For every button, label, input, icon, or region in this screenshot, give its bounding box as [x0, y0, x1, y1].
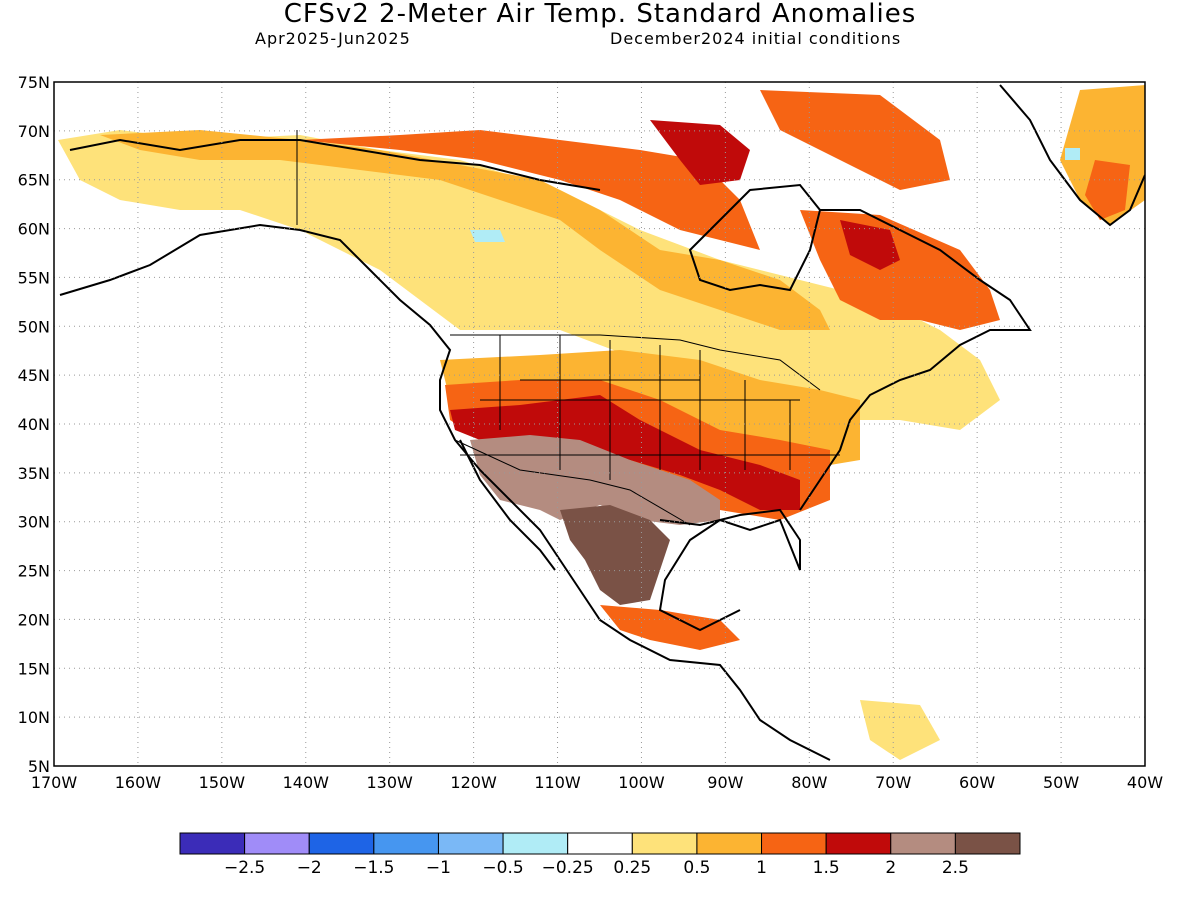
colorbar-swatch	[890, 832, 956, 855]
lon-tick-label: 130W	[367, 773, 414, 792]
colorbar-label: −2.5	[224, 858, 265, 878]
anomaly-region	[650, 120, 750, 185]
lon-tick-label: 140W	[283, 773, 330, 792]
colorbar-swatch	[761, 832, 827, 855]
colorbar-label: 2	[885, 858, 896, 878]
anomaly-region	[470, 230, 505, 242]
lon-tick-label: 120W	[450, 773, 497, 792]
anomaly-region	[300, 130, 760, 250]
lat-tick-label: 70N	[18, 122, 50, 141]
colorbar-swatch	[696, 832, 763, 855]
lat-tick-label: 60N	[18, 220, 50, 239]
anomaly-region	[450, 395, 800, 510]
anomaly-region	[840, 220, 900, 270]
anomaly-region	[560, 505, 670, 605]
colorbar-label: −0.5	[482, 858, 523, 878]
grid	[54, 82, 1145, 766]
colorbar-swatch	[179, 832, 246, 855]
lon-tick-label: 170W	[31, 773, 78, 792]
us-mexico-border	[454, 439, 691, 526]
anomaly-region	[600, 605, 740, 650]
lon-tick-label: 70W	[875, 773, 911, 792]
lon-tick-label: 60W	[959, 773, 995, 792]
arctic-coast	[69, 138, 601, 191]
colorbar-swatch	[954, 832, 1021, 855]
anomaly-region	[100, 130, 830, 330]
lat-tick-label: 45N	[18, 366, 50, 385]
colorbar-swatch	[308, 832, 375, 855]
lon-tick-label: 160W	[115, 773, 162, 792]
lat-tick-label: 15N	[18, 659, 50, 678]
greenland-coast	[999, 84, 1145, 227]
initial-conditions: December2024 initial conditions	[610, 29, 902, 48]
lon-tick-label: 150W	[199, 773, 246, 792]
anomaly-region	[1065, 148, 1080, 160]
map-frame	[53, 81, 1146, 767]
anomaly-region	[58, 130, 1000, 430]
colorbar-label: −1.5	[353, 858, 394, 878]
map-title: CFSv2 2-Meter Air Temp. Standard Anomali…	[283, 0, 917, 29]
colorbar-label: 1.5	[813, 858, 840, 878]
lat-tick-label: 40N	[18, 415, 50, 434]
lat-tick-label: 55N	[18, 268, 50, 287]
colorbar-label: −2	[297, 858, 322, 878]
anomaly-region	[760, 90, 950, 190]
lat-tick-label: 65N	[18, 171, 50, 190]
anomaly-region	[1085, 160, 1130, 220]
us-canada-border	[450, 334, 821, 391]
lat-tick-label: 75N	[18, 73, 50, 92]
colorbar-label: 2.5	[942, 858, 969, 878]
lat-tick-label: 5N	[28, 757, 50, 776]
lon-tick-label: 50W	[1043, 773, 1079, 792]
lat-tick-label: 30N	[18, 513, 50, 532]
state-lines	[460, 335, 840, 480]
colorbar-swatch	[631, 832, 698, 855]
lat-tick-label: 10N	[18, 708, 50, 727]
lon-tick-label: 40W	[1127, 773, 1163, 792]
anomaly-shading	[58, 85, 1145, 760]
baja-california	[459, 439, 556, 571]
anomaly-region	[470, 435, 720, 525]
lon-tick-label: 80W	[791, 773, 827, 792]
lat-tick-label: 35N	[18, 464, 50, 483]
colorbar-label: −0.25	[542, 858, 594, 878]
colorbar-swatch	[502, 832, 569, 855]
lat-tick-label: 50N	[18, 317, 50, 336]
lat-tick-label: 20N	[18, 610, 50, 629]
anomaly-region	[860, 700, 940, 760]
colorbar-label: −1	[426, 858, 451, 878]
east-coastline	[799, 209, 1032, 511]
axis-ticks: 75N 70N 65N 60N 55N 50N 45N 40N 35N 30N 25N 20N 15N 1…	[18, 73, 1164, 792]
gulf-coastline	[658, 508, 801, 632]
colorbar-swatch	[825, 832, 892, 855]
lon-tick-label: 90W	[707, 773, 743, 792]
colorbar-label: 1	[756, 858, 767, 878]
colorbar-swatch	[567, 832, 633, 855]
hudson-bay	[688, 183, 822, 292]
coastlines	[59, 84, 1145, 761]
borders	[296, 130, 840, 526]
forecast-period: Apr2025-Jun2025	[255, 29, 411, 48]
colorbar-swatch	[437, 832, 504, 855]
lon-tick-label: 100W	[618, 773, 665, 792]
colorbar-swatch	[244, 832, 310, 855]
colorbar-label: 0.25	[613, 858, 651, 878]
colorbar: −2.5 −2 −1.5 −1 −0.5 −0.25 0.25 0.5 1 1.5 2 2.5	[179, 832, 1021, 878]
colorbar-swatch	[373, 832, 439, 855]
lat-tick-label: 25N	[18, 562, 50, 581]
colorbar-label: 0.5	[683, 858, 710, 878]
lon-tick-label: 110W	[534, 773, 581, 792]
